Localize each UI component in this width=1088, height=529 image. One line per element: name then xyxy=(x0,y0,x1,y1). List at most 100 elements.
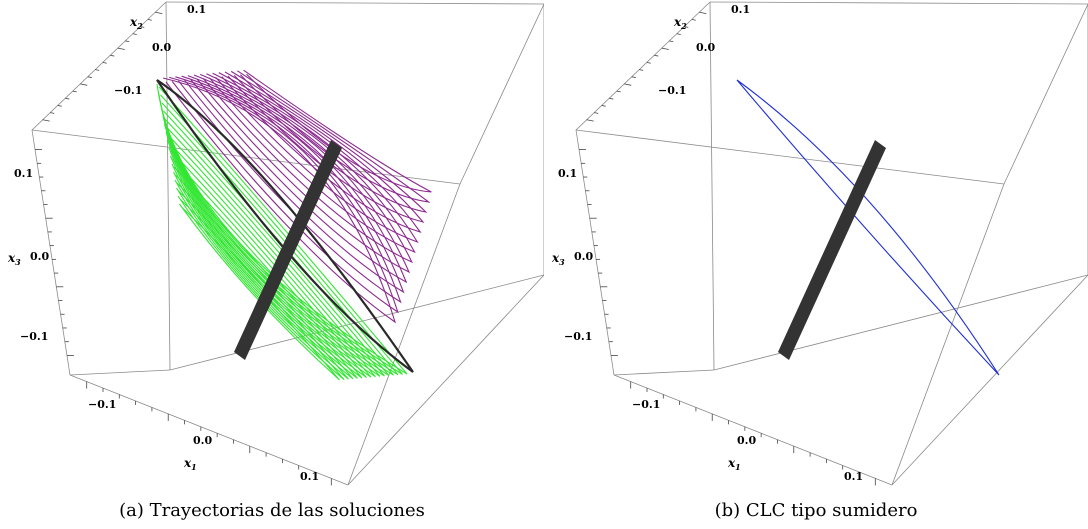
x3-tick-label: −0.1 xyxy=(564,330,592,343)
box-edge xyxy=(347,183,461,486)
x1-tick-label: 0.1 xyxy=(300,470,319,483)
tick-mark xyxy=(132,33,137,35)
box-edge xyxy=(713,274,1088,371)
plot-b: −0.1 0.0 0.1 0.1 0.0 −0.1 0.1 0.0 −0.1 x1 x3 x2 xyxy=(551,1,1088,486)
trajectory-inner xyxy=(157,91,403,375)
trajectory-inner xyxy=(174,179,354,380)
tick-mark xyxy=(110,54,115,57)
box-edge xyxy=(69,374,349,486)
tick-mark xyxy=(87,76,92,78)
caption-b: (b) CLC tipo sumidero xyxy=(714,500,918,521)
tick-mark xyxy=(102,62,107,64)
tick-mark xyxy=(624,83,632,86)
box-edge xyxy=(347,274,544,486)
equilibrium-strip xyxy=(778,140,886,360)
box-edge xyxy=(891,183,1005,486)
trajectory-inner xyxy=(177,195,345,381)
x1-axis-label: x1 xyxy=(183,456,197,472)
x3-tick-label: −0.1 xyxy=(20,330,48,343)
x2-tick-label: 0.0 xyxy=(152,41,171,54)
trajectory-outer xyxy=(181,75,405,294)
trajectory-inner xyxy=(169,155,367,379)
trajectory-inner xyxy=(176,187,349,380)
tick-mark xyxy=(639,69,644,71)
x3-axis-label-subscript: 3 xyxy=(15,257,21,267)
tick-mark xyxy=(147,19,152,21)
tick-mark xyxy=(65,97,70,100)
box-edge xyxy=(575,129,1005,185)
x2-tick-label: 0.1 xyxy=(731,3,750,16)
plot-a: −0.1 0.0 0.1 0.1 0.0 −0.1 0.1 0.0 −0.1 x1 x3 x2 xyxy=(7,1,544,486)
tick-mark xyxy=(80,83,88,86)
box-edge xyxy=(165,1,171,371)
trajectory-outer xyxy=(243,69,432,193)
trajectory-outer xyxy=(218,72,422,233)
x2-axis-label-subscript: 2 xyxy=(680,21,687,31)
tick-mark xyxy=(631,76,636,78)
x2-tick-label: −0.1 xyxy=(114,84,142,97)
box-edge xyxy=(169,274,544,371)
trajectory-inner xyxy=(159,99,399,376)
limit-cycle xyxy=(736,79,1000,376)
panel-a: −0.1 0.0 0.1 0.1 0.0 −0.1 0.1 0.0 −0.1 x1 x3 x2 (a)… xyxy=(7,1,544,521)
tick-mark xyxy=(676,33,681,35)
box-edge xyxy=(1003,3,1088,185)
box-edge xyxy=(165,1,544,5)
box-edge xyxy=(31,1,167,131)
trajectory-outer xyxy=(199,73,413,264)
trajectory-outer xyxy=(193,74,411,274)
tick-mark xyxy=(42,119,50,122)
x1-tick-label: −0.1 xyxy=(88,398,116,411)
tick-mark xyxy=(50,112,55,114)
trajectory-outer xyxy=(162,77,396,324)
x1-tick-label: −0.1 xyxy=(632,398,660,411)
x2-axis-label-subscript: 2 xyxy=(136,21,143,31)
trajectories xyxy=(156,69,432,381)
tick-mark xyxy=(72,90,77,93)
tick-mark xyxy=(691,19,696,21)
x1-axis-label: x1 xyxy=(727,456,741,472)
tick-mark xyxy=(140,26,145,28)
tick-mark xyxy=(95,69,100,71)
box-edge xyxy=(891,274,1088,486)
x2-tick-label: −0.1 xyxy=(658,84,686,97)
x3-axis-label-subscript: 3 xyxy=(559,257,565,267)
x1-axis-label-subscript: 1 xyxy=(191,462,197,472)
bounding-box xyxy=(31,1,544,486)
trajectory-inner xyxy=(165,131,381,377)
trajectory-outer xyxy=(206,73,416,254)
tick-mark xyxy=(601,105,606,107)
trajectory-inner xyxy=(163,123,385,377)
trajectory-inner xyxy=(179,203,340,381)
x1-tick-label: 0.1 xyxy=(844,470,863,483)
x2-axis-label: x2 xyxy=(129,15,143,31)
box-edge xyxy=(575,129,615,376)
tick-mark xyxy=(594,112,599,114)
trajectory-outer xyxy=(224,71,425,223)
equilibrium-strip xyxy=(234,140,342,360)
trajectory-inner xyxy=(162,115,390,377)
x2-tick-label: 0.1 xyxy=(187,3,206,16)
tick-mark xyxy=(616,90,621,93)
trajectory-outer xyxy=(187,75,408,284)
tick-mark xyxy=(669,40,674,43)
tick-mark xyxy=(684,26,689,28)
tick-mark xyxy=(586,119,594,122)
tick-mark xyxy=(699,11,707,15)
tick-marks xyxy=(35,11,332,486)
trajectory-outer xyxy=(230,70,428,213)
x2-axis-label: x2 xyxy=(673,15,687,31)
box-edge xyxy=(613,369,715,376)
x1-axis-label-subscript: 1 xyxy=(735,462,741,472)
bounding-box xyxy=(575,1,1088,486)
trajectory-outer xyxy=(212,72,419,244)
x3-tick-label: 0.1 xyxy=(558,167,577,180)
tick-mark xyxy=(125,40,130,43)
tick-mark xyxy=(117,47,125,50)
trajectory-inner xyxy=(156,83,408,375)
box-edge xyxy=(613,374,893,486)
x3-axis-label: x3 xyxy=(551,251,565,267)
x2-tick-label: 0.0 xyxy=(696,41,715,54)
axis-labels: −0.1 0.0 0.1 0.1 0.0 −0.1 0.1 0.0 −0.1 x1 x3 x2 xyxy=(551,3,863,483)
tick-mark xyxy=(57,105,62,107)
